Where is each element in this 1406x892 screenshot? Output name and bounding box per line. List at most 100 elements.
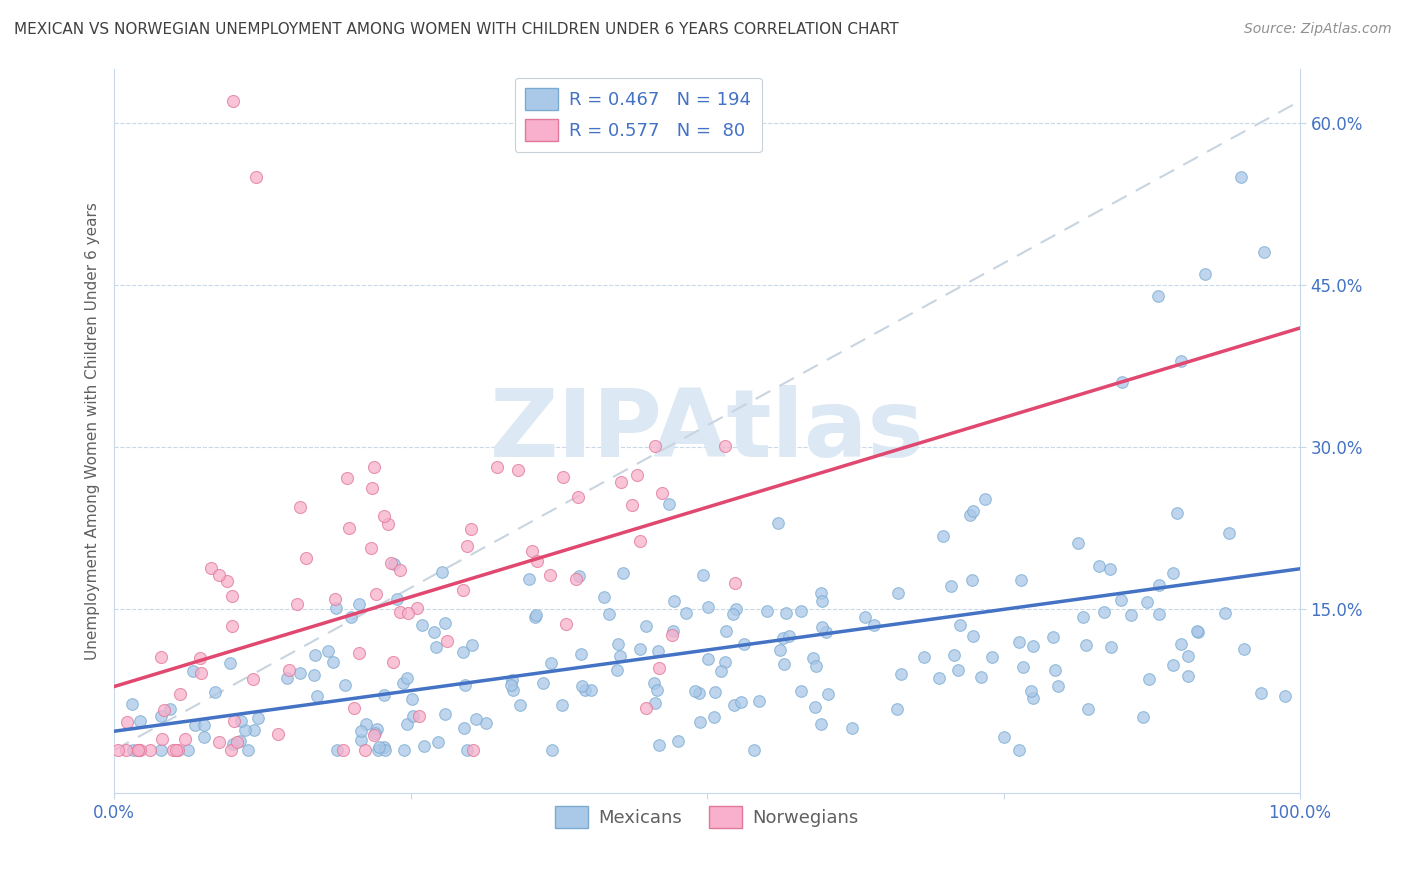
- Point: [454, 677, 477, 691]
- Point: [714, 624, 737, 638]
- Point: [381, 655, 404, 669]
- Point: [395, 671, 418, 685]
- Point: [1074, 639, 1097, 653]
- Point: [912, 649, 935, 664]
- Point: [128, 714, 150, 728]
- Point: [181, 664, 204, 678]
- Point: [322, 655, 344, 669]
- Point: [928, 671, 950, 685]
- Point: [326, 743, 349, 757]
- Point: [538, 568, 561, 582]
- Point: [621, 498, 644, 512]
- Point: [361, 481, 384, 495]
- Point: [778, 629, 800, 643]
- Point: [661, 627, 683, 641]
- Point: [373, 689, 395, 703]
- Point: [1010, 574, 1032, 588]
- Point: [388, 563, 411, 577]
- Point: [243, 723, 266, 738]
- Point: [634, 701, 657, 715]
- Point: [1274, 689, 1296, 703]
- Point: [396, 716, 419, 731]
- Point: [598, 607, 620, 621]
- Point: [219, 656, 242, 670]
- Point: [149, 649, 172, 664]
- Point: [465, 712, 488, 726]
- Point: [121, 697, 143, 711]
- Point: [1170, 353, 1192, 368]
- Point: [363, 728, 385, 742]
- Point: [208, 734, 231, 748]
- Point: [541, 743, 564, 757]
- Point: [801, 651, 824, 665]
- Point: [152, 703, 174, 717]
- Point: [1170, 637, 1192, 651]
- Point: [609, 475, 631, 490]
- Point: [295, 551, 318, 566]
- Point: [139, 743, 162, 757]
- Point: [644, 696, 666, 710]
- Point: [221, 590, 243, 604]
- Point: [733, 637, 755, 651]
- Point: [396, 607, 419, 621]
- Point: [332, 743, 354, 757]
- Point: [565, 572, 588, 586]
- Point: [433, 707, 456, 722]
- Point: [689, 715, 711, 730]
- Point: [725, 602, 748, 616]
- Point: [373, 740, 395, 755]
- Point: [688, 686, 710, 700]
- Point: [697, 599, 720, 614]
- Point: [501, 673, 523, 688]
- Point: [554, 616, 576, 631]
- Point: [1019, 684, 1042, 698]
- Point: [1121, 608, 1143, 623]
- Point: [343, 700, 366, 714]
- Point: [1161, 566, 1184, 581]
- Point: [540, 656, 562, 670]
- Point: [222, 94, 245, 108]
- Point: [204, 685, 226, 699]
- Point: [405, 601, 427, 615]
- Point: [388, 605, 411, 619]
- Point: [648, 738, 671, 752]
- Point: [609, 648, 631, 663]
- Point: [127, 743, 149, 757]
- Point: [1022, 639, 1045, 653]
- Point: [382, 557, 405, 571]
- Point: [568, 569, 591, 583]
- Point: [524, 610, 547, 624]
- Point: [666, 733, 689, 747]
- Point: [1043, 664, 1066, 678]
- Point: [323, 591, 346, 606]
- Point: [1177, 649, 1199, 664]
- Point: [246, 711, 269, 725]
- Point: [647, 644, 669, 658]
- Point: [628, 534, 651, 549]
- Point: [1136, 595, 1159, 609]
- Point: [526, 554, 548, 568]
- Point: [347, 646, 370, 660]
- Point: [579, 683, 602, 698]
- Point: [993, 731, 1015, 745]
- Point: [853, 609, 876, 624]
- Point: [810, 586, 832, 600]
- Point: [413, 739, 436, 753]
- Point: [803, 700, 825, 714]
- Point: [377, 517, 399, 532]
- Point: [305, 689, 328, 703]
- Point: [606, 663, 628, 677]
- Point: [233, 723, 256, 738]
- Point: [1011, 660, 1033, 674]
- Point: [501, 678, 523, 692]
- Point: [1008, 634, 1031, 648]
- Point: [645, 683, 668, 698]
- Point: [302, 667, 325, 681]
- Point: [460, 522, 482, 536]
- Point: [723, 698, 745, 713]
- Point: [127, 743, 149, 757]
- Point: [401, 691, 423, 706]
- Point: [790, 684, 813, 698]
- Point: [724, 575, 747, 590]
- Point: [349, 733, 371, 747]
